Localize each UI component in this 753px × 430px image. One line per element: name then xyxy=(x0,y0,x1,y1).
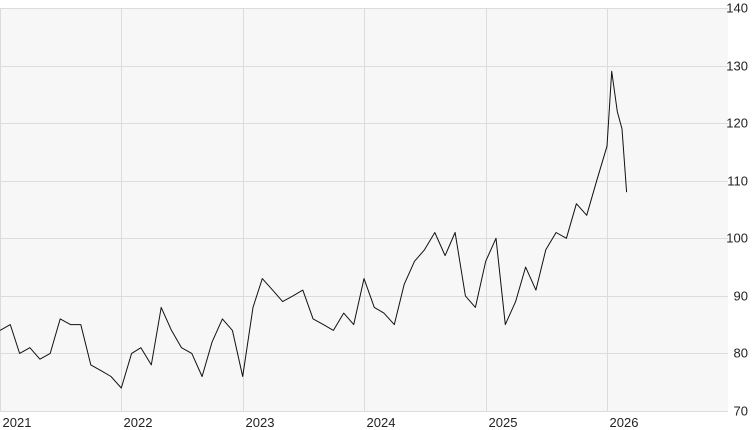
x-tick-label: 2025 xyxy=(489,415,518,430)
x-tick-label: 2024 xyxy=(367,415,396,430)
y-tick-label: 90 xyxy=(734,289,748,304)
y-axis: 70 80 90 100 110 120 130 140 xyxy=(726,1,748,419)
y-tick-label: 80 xyxy=(734,346,748,361)
series-layer xyxy=(0,70,628,389)
y-tick-label: 130 xyxy=(726,59,748,74)
x-tick-label: 2023 xyxy=(246,415,275,430)
y-tick-label: 120 xyxy=(726,116,748,131)
y-tick-label: 100 xyxy=(726,231,748,246)
x-axis: 2021 2022 2023 2024 2025 2026 xyxy=(3,415,639,430)
gridlines xyxy=(0,8,728,412)
x-tick-label: 2026 xyxy=(610,415,639,430)
y-tick-label: 70 xyxy=(734,404,748,419)
x-tick-label: 2021 xyxy=(3,415,32,430)
y-tick-label: 140 xyxy=(726,1,748,16)
x-tick-label: 2022 xyxy=(124,415,153,430)
price-series-line xyxy=(0,70,628,389)
y-tick-label: 110 xyxy=(727,174,748,189)
